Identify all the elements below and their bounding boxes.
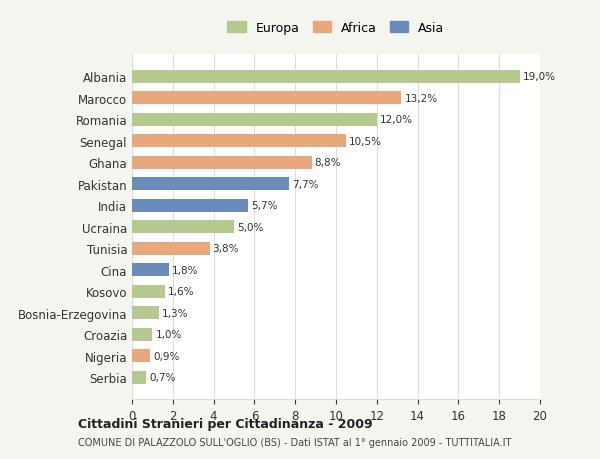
Text: 12,0%: 12,0%: [380, 115, 413, 125]
Bar: [132, 242, 209, 255]
Bar: [132, 371, 146, 384]
Bar: [132, 113, 377, 127]
Bar: [132, 263, 169, 276]
Bar: [132, 328, 152, 341]
Bar: [132, 285, 164, 298]
Text: COMUNE DI PALAZZOLO SULL'OGLIO (BS) - Dati ISTAT al 1° gennaio 2009 - TUTTITALIA: COMUNE DI PALAZZOLO SULL'OGLIO (BS) - Da…: [78, 437, 511, 447]
Bar: [132, 199, 248, 212]
Text: 5,0%: 5,0%: [237, 222, 263, 232]
Text: 19,0%: 19,0%: [523, 72, 556, 82]
Text: 1,3%: 1,3%: [161, 308, 188, 318]
Text: 10,5%: 10,5%: [349, 136, 382, 146]
Text: 1,8%: 1,8%: [172, 265, 198, 275]
Text: 1,6%: 1,6%: [168, 286, 194, 297]
Text: Cittadini Stranieri per Cittadinanza - 2009: Cittadini Stranieri per Cittadinanza - 2…: [78, 417, 373, 430]
Bar: [132, 157, 311, 169]
Text: 3,8%: 3,8%: [212, 244, 239, 254]
Bar: [132, 71, 520, 84]
Bar: [132, 221, 234, 234]
Text: 13,2%: 13,2%: [404, 94, 437, 104]
Legend: Europa, Africa, Asia: Europa, Africa, Asia: [223, 17, 449, 39]
Text: 1,0%: 1,0%: [155, 330, 182, 339]
Text: 0,9%: 0,9%: [154, 351, 180, 361]
Bar: [132, 135, 346, 148]
Bar: [132, 178, 289, 191]
Bar: [132, 349, 151, 362]
Text: 5,7%: 5,7%: [251, 201, 278, 211]
Bar: [132, 92, 401, 105]
Text: 7,7%: 7,7%: [292, 179, 319, 189]
Text: 8,8%: 8,8%: [314, 158, 341, 168]
Text: 0,7%: 0,7%: [149, 372, 176, 382]
Bar: [132, 307, 158, 319]
